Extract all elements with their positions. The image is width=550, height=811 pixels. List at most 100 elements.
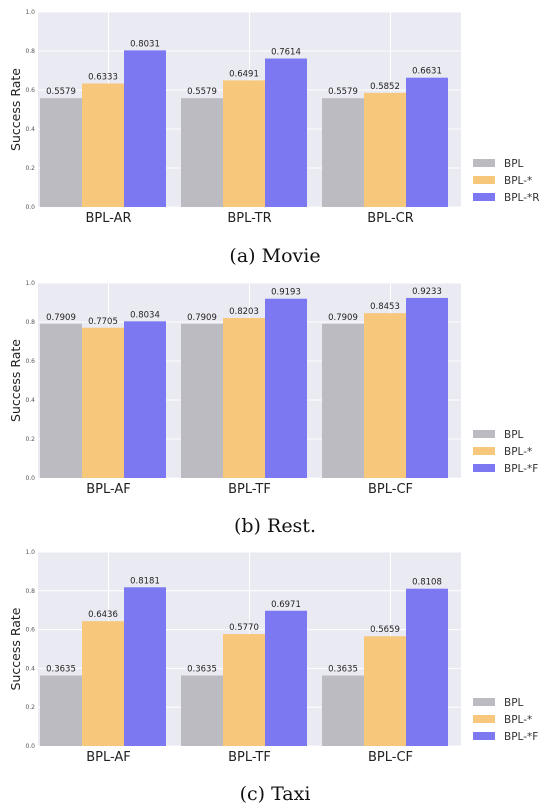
x-tick-label: BPL-AF — [86, 482, 131, 497]
bar — [181, 323, 223, 478]
legend-swatch — [473, 698, 495, 706]
legend-label: BPL-* — [504, 446, 532, 458]
legend-swatch — [473, 193, 495, 201]
bar — [406, 588, 448, 746]
x-tick-label: BPL-CF — [368, 750, 413, 765]
bar-value-label: 0.8453 — [370, 302, 400, 312]
bar-value-label: 0.8108 — [412, 578, 442, 588]
bar — [124, 321, 166, 478]
bar-value-label: 0.8181 — [130, 576, 160, 586]
y-tick-label: 0.0 — [25, 475, 35, 482]
bar — [265, 298, 307, 478]
y-tick-label: 0.8 — [25, 588, 35, 595]
legend-label: BPL-*F — [504, 463, 538, 475]
y-tick-label: 1.0 — [25, 280, 35, 287]
bar — [40, 675, 82, 746]
bar — [322, 98, 364, 207]
bar — [406, 77, 448, 208]
x-tick-label: BPL-TF — [228, 750, 271, 765]
bar-value-label: 0.8203 — [229, 307, 259, 317]
panel-caption: (c) Taxi — [240, 783, 311, 805]
bar — [181, 98, 223, 207]
bar-value-label: 0.5579 — [328, 87, 358, 97]
bar — [223, 634, 265, 746]
legend-label: BPL — [504, 697, 524, 709]
y-tick-label: 0.6 — [25, 627, 35, 634]
bar-value-label: 0.7614 — [271, 48, 301, 58]
x-tick-label: BPL-CR — [367, 211, 414, 226]
bar-value-label: 0.5579 — [187, 87, 217, 97]
legend-label: BPL-*R — [504, 192, 540, 204]
bar-value-label: 0.7909 — [187, 313, 217, 323]
bar — [82, 621, 124, 746]
bar — [82, 327, 124, 478]
bar — [40, 323, 82, 478]
bar — [364, 92, 406, 207]
legend-swatch — [473, 715, 495, 723]
y-tick-label: 0.6 — [25, 358, 35, 365]
y-tick-label: 0.2 — [25, 436, 35, 443]
bar-value-label: 0.5852 — [370, 82, 400, 92]
y-tick-label: 0.2 — [25, 165, 35, 172]
legend-swatch — [473, 732, 495, 740]
bar — [322, 323, 364, 478]
x-tick-label: BPL-TR — [227, 211, 271, 226]
bar-value-label: 0.3635 — [187, 664, 217, 674]
bar — [124, 50, 166, 207]
bar-value-label: 0.5659 — [370, 625, 400, 635]
bar — [40, 98, 82, 207]
y-tick-label: 0.4 — [25, 665, 35, 672]
bar — [406, 297, 448, 478]
y-tick-label: 0.4 — [25, 397, 35, 404]
y-tick-label: 0.0 — [25, 743, 35, 750]
bar-value-label: 0.5770 — [229, 623, 259, 633]
x-tick-label: BPL-AF — [86, 750, 131, 765]
bar-value-label: 0.7909 — [328, 313, 358, 323]
bar — [223, 80, 265, 207]
bar-value-label: 0.3635 — [328, 664, 358, 674]
bar-value-label: 0.8031 — [130, 39, 160, 49]
bar-value-label: 0.9233 — [412, 287, 442, 297]
bar — [82, 83, 124, 207]
y-axis-label: Success Rate — [8, 339, 23, 422]
bar — [364, 636, 406, 746]
y-tick-label: 0.8 — [25, 319, 35, 326]
x-tick-label: BPL-CF — [368, 482, 413, 497]
bar — [364, 313, 406, 478]
bar-value-label: 0.9193 — [271, 288, 301, 298]
bar-value-label: 0.6631 — [412, 67, 442, 77]
x-tick-label: BPL-TF — [228, 482, 271, 497]
y-tick-label: 1.0 — [25, 9, 35, 16]
bar — [265, 610, 307, 746]
legend-swatch — [473, 464, 495, 472]
bar — [223, 318, 265, 478]
bar-value-label: 0.8034 — [130, 310, 160, 320]
panel-caption: (a) Movie — [229, 245, 320, 267]
bar-value-label: 0.7909 — [46, 313, 76, 323]
bar-value-label: 0.3635 — [46, 664, 76, 674]
y-axis-label: Success Rate — [8, 607, 23, 690]
panel-caption: (b) Rest. — [234, 515, 316, 537]
bar — [124, 587, 166, 746]
y-tick-label: 1.0 — [25, 549, 35, 556]
legend-label: BPL-*F — [504, 731, 538, 743]
y-tick-label: 0.2 — [25, 704, 35, 711]
bar-value-label: 0.5579 — [46, 87, 76, 97]
legend-swatch — [473, 159, 495, 167]
legend-swatch — [473, 176, 495, 184]
bar — [265, 58, 307, 207]
bar-value-label: 0.6491 — [229, 69, 259, 79]
bar-value-label: 0.6333 — [88, 73, 118, 83]
legend-swatch — [473, 430, 495, 438]
y-axis-label: Success Rate — [8, 68, 23, 151]
legend-label: BPL — [504, 158, 524, 170]
bar-value-label: 0.7705 — [88, 317, 118, 327]
bar-value-label: 0.6436 — [88, 610, 118, 620]
bar-value-label: 0.6971 — [271, 600, 301, 610]
legend-label: BPL-* — [504, 175, 532, 187]
y-tick-label: 0.6 — [25, 87, 35, 94]
x-tick-label: BPL-AR — [85, 211, 131, 226]
legend-label: BPL — [504, 429, 524, 441]
legend-label: BPL-* — [504, 714, 532, 726]
